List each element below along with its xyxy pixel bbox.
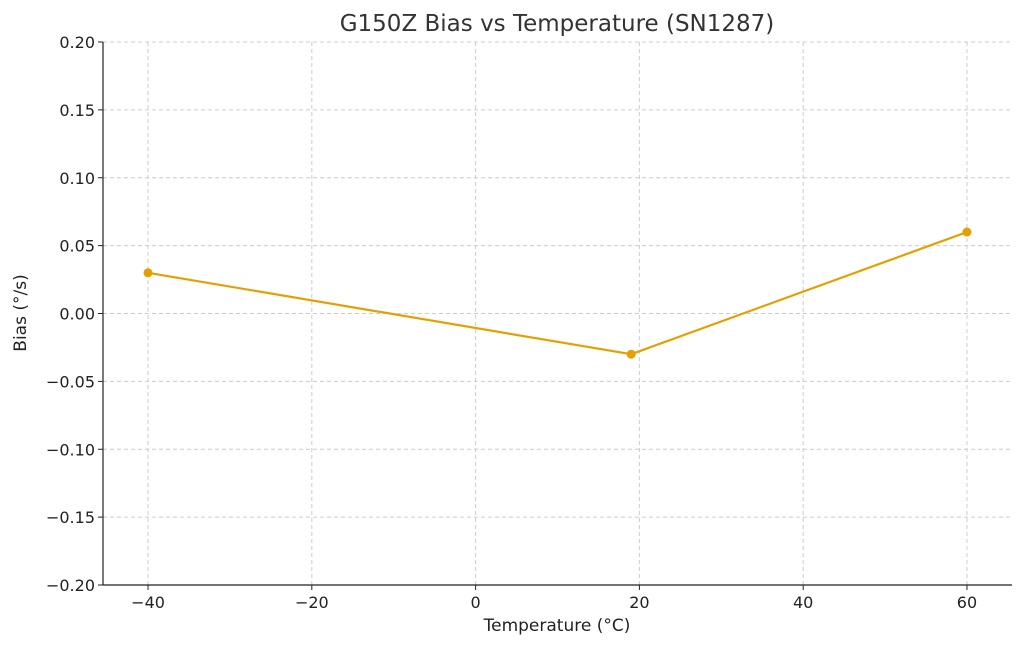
y-tick-label: 0.05 xyxy=(59,237,95,256)
y-axis-label: Bias (°/s) xyxy=(11,274,31,351)
grid-layer xyxy=(103,41,1012,586)
ticks-layer: −40 −20 0 20 40 60 0.20 0.15 0.10 0.05 0.00 −0.05 −0… xyxy=(46,33,977,612)
x-tick-label: 60 xyxy=(957,593,977,612)
y-tick-label: −0.05 xyxy=(46,372,95,391)
y-tick-label: 0.15 xyxy=(59,101,95,120)
y-tick-label: −0.10 xyxy=(46,440,95,459)
y-tick-label: 0.00 xyxy=(59,305,95,324)
y-tick-label: 0.20 xyxy=(59,33,95,52)
x-tick-label: 40 xyxy=(793,593,813,612)
x-axis-label: Temperature (°C) xyxy=(483,616,631,636)
chart-title: G150Z Bias vs Temperature (SN1287) xyxy=(340,11,775,37)
y-tick-label: 0.10 xyxy=(59,169,95,188)
data-point xyxy=(962,227,972,237)
data-point xyxy=(143,268,153,278)
x-tick-label: 20 xyxy=(629,593,649,612)
x-tick-label: −40 xyxy=(131,593,165,612)
data-point xyxy=(626,349,636,359)
series-line xyxy=(147,231,968,356)
x-tick-label: 0 xyxy=(471,593,481,612)
series-layer xyxy=(143,227,972,359)
y-tick-label: −0.20 xyxy=(46,576,95,595)
x-tick-label: −20 xyxy=(295,593,329,612)
y-tick-label: −0.15 xyxy=(46,508,95,527)
